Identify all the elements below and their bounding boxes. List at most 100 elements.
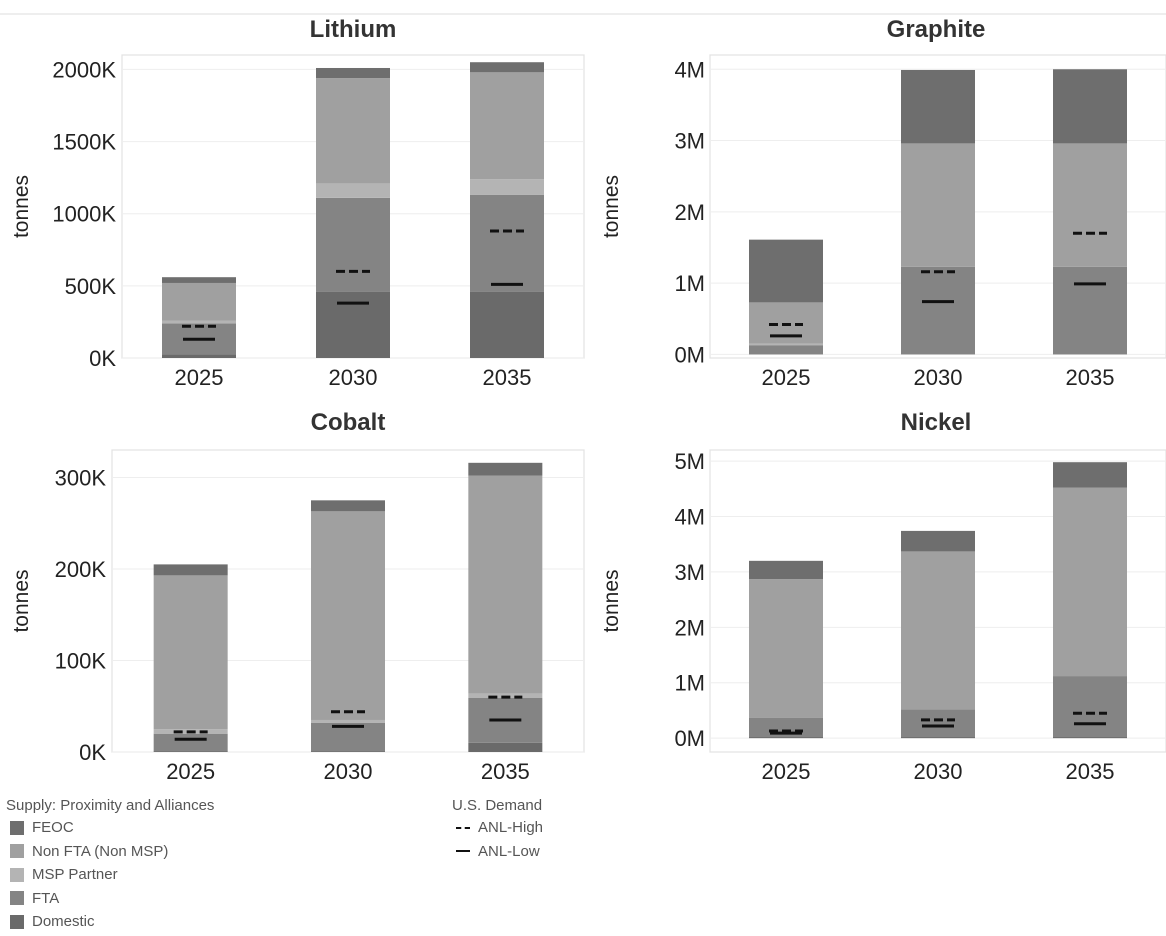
x-tick-label: 2030 [329, 365, 378, 390]
bar-segment [468, 462, 543, 476]
x-tick-label: 2035 [1066, 759, 1115, 784]
legend-label: ANL-Low [478, 842, 540, 860]
x-tick-label: 2030 [324, 759, 373, 784]
legend-label: FEOC [32, 819, 74, 837]
bar-segment [749, 717, 823, 738]
y-tick-label: 0M [674, 342, 705, 367]
bar-segment [470, 179, 544, 195]
legend-item-domestic: Domestic [6, 910, 214, 934]
bar-segment [311, 511, 385, 720]
y-axis-label: tonnes [10, 569, 33, 632]
bar-segment [749, 343, 823, 346]
x-tick-label: 2025 [762, 365, 811, 390]
supply-legend: Supply: Proximity and Alliances FEOC Non… [6, 797, 214, 934]
y-tick-label: 300K [55, 465, 107, 490]
y-tick-label: 2000K [52, 57, 116, 82]
legend-item-non-fta: Non FTA (Non MSP) [6, 840, 214, 864]
bar-segment [311, 751, 385, 752]
y-tick-label: 0M [674, 726, 705, 751]
legend-label: Non FTA (Non MSP) [32, 842, 169, 860]
y-tick-label: 5M [674, 449, 705, 474]
bar-segment [1053, 143, 1127, 267]
domestic-swatch [10, 914, 24, 929]
bar-segment [1053, 462, 1127, 488]
msp-partner-swatch [10, 867, 24, 882]
legend-item-feoc: FEOC [6, 816, 214, 840]
non-fta-swatch [10, 844, 24, 859]
bar-segment [1053, 69, 1127, 144]
bar-segment [311, 719, 385, 723]
fta-swatch [10, 891, 24, 906]
legend-label: ANL-High [478, 819, 544, 837]
bar-segment [316, 197, 390, 292]
legend-label: MSP Partner [32, 866, 118, 884]
y-tick-label: 3M [674, 129, 705, 154]
y-tick-label: 0K [79, 740, 106, 765]
bar-segment [1053, 266, 1127, 355]
y-tick-label: 0K [89, 346, 116, 371]
x-tick-label: 2035 [481, 759, 530, 784]
bar-segment [162, 277, 236, 283]
bar-segment [162, 354, 236, 358]
y-tick-label: 2M [674, 200, 705, 225]
panel-title: Lithium [310, 16, 397, 43]
bar-segment [470, 72, 544, 180]
bar-segment [901, 266, 975, 355]
legend-label: Domestic [32, 913, 95, 931]
bar-segment [468, 742, 543, 752]
bar-segment [901, 143, 975, 267]
bar-segment [316, 291, 390, 358]
bar-segment [316, 183, 390, 198]
y-tick-label: 4M [674, 504, 705, 529]
legend-item-anl-high: ANL-High [452, 816, 543, 840]
x-tick-label: 2025 [175, 365, 224, 390]
bar-segment [153, 751, 228, 752]
bar-segment [901, 709, 975, 738]
y-axis-label: tonnes [600, 175, 623, 238]
bar-segment [153, 564, 228, 576]
supply-legend-title: Supply: Proximity and Alliances [6, 797, 215, 814]
x-tick-label: 2025 [762, 759, 811, 784]
bar-segment [468, 475, 543, 694]
demand-legend-title: U.S. Demand [452, 797, 543, 814]
bar-segment [749, 560, 823, 580]
bar-segment [162, 320, 236, 324]
y-tick-label: 200K [55, 557, 107, 582]
y-tick-label: 1500K [52, 130, 116, 155]
bar-segment [470, 62, 544, 73]
x-tick-label: 2035 [483, 365, 532, 390]
bar-segment [749, 579, 823, 718]
bar-segment [153, 733, 228, 752]
bar-segment [1053, 487, 1127, 677]
bar-segment [316, 78, 390, 184]
bar-segment [162, 282, 236, 321]
solid-line-icon [456, 850, 470, 853]
x-tick-label: 2030 [914, 365, 963, 390]
bar-segment [311, 500, 385, 512]
bar-segment [316, 67, 390, 79]
bar-segment [901, 530, 975, 552]
feoc-swatch [10, 820, 24, 835]
y-tick-label: 4M [674, 57, 705, 82]
legend-item-anl-low: ANL-Low [452, 840, 543, 864]
bar-segment [1053, 676, 1127, 738]
y-axis-label: tonnes [10, 175, 33, 238]
bar-segment [1053, 737, 1127, 739]
y-tick-label: 500K [65, 274, 117, 299]
legend-item-msp-partner: MSP Partner [6, 863, 214, 887]
bar-segment [749, 737, 823, 739]
demand-legend: U.S. Demand ANL-High ANL-Low [452, 797, 543, 863]
y-tick-label: 2M [674, 615, 705, 640]
bar-segment [901, 69, 975, 144]
bar-segment [153, 575, 228, 730]
panel-title: Nickel [901, 409, 972, 436]
bar-segment [901, 737, 975, 739]
y-axis-label: tonnes [600, 569, 623, 632]
y-tick-label: 1000K [52, 202, 116, 227]
bar-segment [749, 239, 823, 303]
bar-segment [470, 194, 544, 292]
y-tick-label: 100K [55, 648, 107, 673]
y-tick-label: 1M [674, 271, 705, 296]
panel-title: Cobalt [311, 409, 386, 436]
